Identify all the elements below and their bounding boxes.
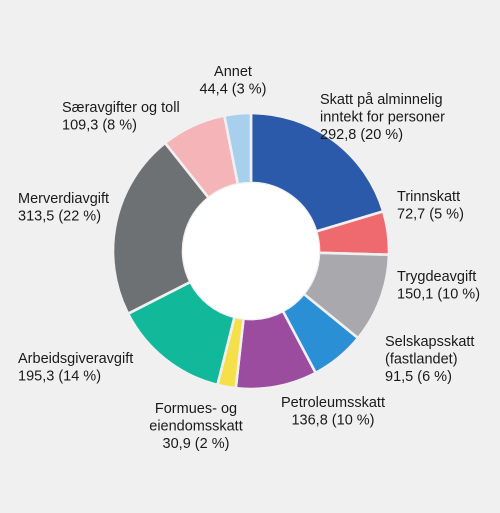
label-value: 150,1 (10 %) xyxy=(397,287,480,303)
labels-group: Skatt på alminnelig inntekt for personer 2… xyxy=(18,64,480,452)
label-name-line: Petroleumsskatt xyxy=(281,395,385,411)
label-name-line: Merverdiavgift xyxy=(18,191,109,207)
label-value: 195,3 (14 %) xyxy=(18,369,101,385)
label-value: 91,5 (6 %) xyxy=(385,369,452,385)
label-annet: Annet 44,4 (3 %) xyxy=(200,64,267,98)
label-name-line: Trinnskatt xyxy=(397,189,460,205)
label-value: 30,9 (2 %) xyxy=(163,436,230,452)
label-name-line: Skatt på alminnelig xyxy=(320,92,443,108)
label-særavgifter-og-toll: Særavgifter og toll 109,3 (8 %) xyxy=(62,100,180,134)
label-trygdeavgift: Trygdeavgift 150,1 (10 %) xyxy=(397,269,480,303)
label-name-line: Særavgifter og toll xyxy=(62,100,180,116)
label-name-line: Selskapsskatt xyxy=(385,334,474,350)
label-value: 72,7 (5 %) xyxy=(397,207,464,223)
donut-hole xyxy=(183,183,319,319)
label-trinnskatt: Trinnskatt 72,7 (5 %) xyxy=(397,189,464,223)
label-merverdiavgift: Merverdiavgift 313,5 (22 %) xyxy=(18,191,109,225)
label-formues-og-eiendomsskatt: Formues- og eiendomsskatt 30,9 (2 %) xyxy=(149,401,243,452)
label-name-line: inntekt for personer xyxy=(320,110,445,126)
label-name-line: Formues- og xyxy=(155,401,237,417)
label-name-line: Arbeidsgiveravgift xyxy=(18,351,133,367)
label-petroleumsskatt: Petroleumsskatt 136,8 (10 %) xyxy=(281,395,385,429)
label-selskapsskatt-fastlandet: Selskapsskatt (fastlandet) 91,5 (6 %) xyxy=(385,334,474,385)
label-value: 136,8 (10 %) xyxy=(291,413,374,429)
label-arbeidsgiveravgift: Arbeidsgiveravgift 195,3 (14 %) xyxy=(18,351,133,385)
label-skatt-på-alminnelig-inntekt-for-personer: Skatt på alminnelig inntekt for personer 2… xyxy=(320,92,445,143)
label-name-line: eiendomsskatt xyxy=(149,419,243,435)
label-value: 109,3 (8 %) xyxy=(62,118,137,134)
label-value: 313,5 (22 %) xyxy=(18,209,101,225)
label-name-line: Trygdeavgift xyxy=(397,269,476,285)
label-name-line: (fastlandet) xyxy=(385,352,458,368)
label-value: 44,4 (3 %) xyxy=(200,82,267,98)
label-name-line: Annet xyxy=(214,64,252,80)
label-value: 292,8 (20 %) xyxy=(320,127,403,143)
